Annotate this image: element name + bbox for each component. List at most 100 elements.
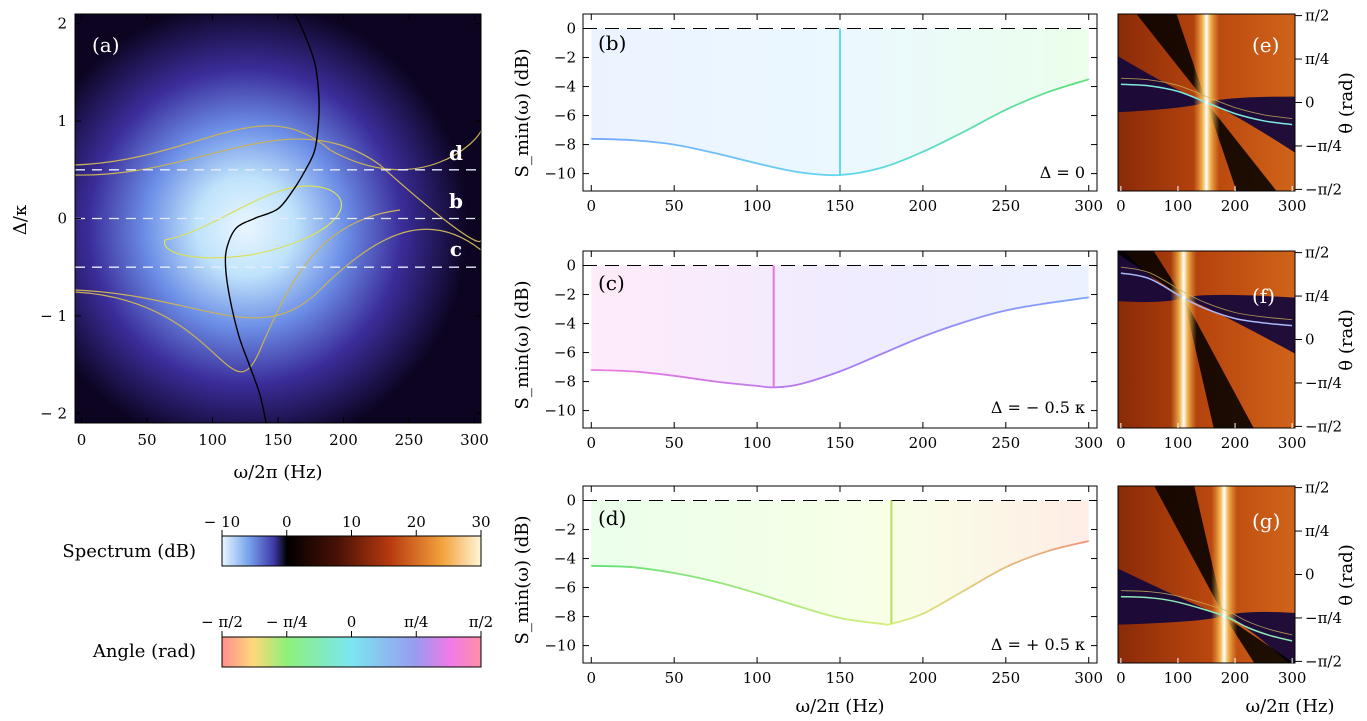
spectrum-colorbar-tick-label: 30 [471, 513, 490, 531]
panel-d-data-point [798, 606, 800, 608]
panel-b-line-chart: 0 50 100 150 200 250 3000−2−4−6−8−10 (b) Δ = 0… [512, 14, 1103, 215]
panel-d-xtick-label: 0 [587, 669, 597, 687]
panel-d-annotation: Δ = + 0.5 κ [991, 635, 1085, 654]
panel-b-data-point [963, 131, 965, 133]
panel-a-xtick-label: 100 [198, 431, 227, 449]
panel-e-label: (e) [1252, 33, 1279, 57]
panel-f-xtick-label: 200 [1221, 434, 1250, 452]
panel-b-ytick-label: 0 [566, 20, 576, 38]
panel-f-crossing-point [1182, 296, 1186, 300]
panel-b-ytick-label: −8 [554, 136, 576, 154]
panel-d-data-point [715, 581, 717, 583]
panel-g-ylabel: θ (rad) [1336, 544, 1357, 605]
panel-f-xtick-label: 300 [1278, 434, 1307, 452]
panel-c-data-point [1005, 310, 1007, 312]
panel-c-ytick-label: −2 [554, 286, 576, 304]
panel-f-label: (f) [1252, 284, 1275, 308]
panel-g-theta-tick-label: −π/2 [1305, 652, 1342, 670]
panel-c-data-point [798, 384, 800, 386]
panel-a-ytick-label: − 1 [40, 307, 67, 325]
panel-f-xtick-label: 0 [1116, 434, 1126, 452]
panel-e-theta-tick-label: −π/2 [1305, 180, 1342, 198]
spectrum-colorbar-tick-label: − 10 [204, 513, 240, 531]
panel-a-ytick-label: 1 [57, 112, 67, 130]
panel-g-xtick-label: 0 [1116, 669, 1126, 687]
panel-b-xtick-label: 300 [1074, 197, 1103, 215]
panel-e-xtick-label: 200 [1221, 197, 1250, 215]
panel-c-ytick-label: 0 [566, 257, 576, 275]
panel-d-ylabel: S_min(ω) (dB) [512, 516, 533, 645]
panel-b-ylabel: S_min(ω) (dB) [512, 49, 533, 178]
panel-c-data-point [963, 321, 965, 323]
panel-e-crossing-point [1205, 101, 1209, 105]
panel-c-area [591, 266, 1088, 388]
panel-c-data-point [1046, 302, 1048, 304]
angle-colorbar-label: Angle (rad) [92, 641, 196, 662]
panel-c-xtick-label: 250 [991, 434, 1020, 452]
panel-a-xtick-label: 50 [137, 431, 156, 449]
panel-d-data-point [839, 617, 841, 619]
panel-d-ytick-label: −10 [544, 637, 576, 655]
panel-b-ytick-label: −10 [544, 165, 576, 183]
panel-f-theta-tick-label: −π/4 [1305, 374, 1342, 392]
panel-c-xtick-label: 150 [826, 434, 855, 452]
panel-f-ylabel: θ (rad) [1336, 309, 1357, 370]
panel-c-data-point [881, 353, 883, 355]
panel-b-xtick-label: 250 [991, 197, 1020, 215]
panel-f-theta-tick-label: π/2 [1305, 244, 1329, 262]
panel-d-xtick-label: 250 [991, 669, 1020, 687]
panel-e-theta-tick-label: π/4 [1305, 50, 1329, 68]
panel-c-data-point [773, 386, 775, 388]
panel-g-theta-tick-label: π/4 [1305, 522, 1329, 540]
angle-colorbar-tick-label: − π/4 [266, 613, 308, 631]
panel-f-theta-tick-label: 0 [1305, 331, 1315, 349]
panel-b-data-point [632, 139, 634, 141]
panel-d-xtick-label: 150 [826, 669, 855, 687]
panel-b-data-point [1088, 78, 1090, 80]
panel-a-ylabel: Δ/κ [10, 204, 31, 235]
panel-b-data-point [1046, 91, 1048, 93]
panel-d-data-point [1046, 550, 1048, 552]
panel-e-xtick-label: 100 [1164, 197, 1193, 215]
panel-a-label: (a) [92, 33, 120, 57]
panel-b-xtick-label: 100 [743, 197, 772, 215]
panel-b-data-point [715, 152, 717, 154]
panel-e-theta-tick-label: π/2 [1305, 7, 1329, 25]
panel-b-ytick-label: −4 [554, 78, 576, 96]
panel-c-xtick-label: 50 [665, 434, 684, 452]
panel-d-xtick-label: 100 [743, 669, 772, 687]
panel-c-data-point [590, 369, 592, 371]
panel-e-theta-tick-label: 0 [1305, 94, 1315, 112]
panel-d-ytick-label: −2 [554, 521, 576, 539]
panel-c-data-point [922, 336, 924, 338]
panel-g-bright-band [1211, 486, 1237, 663]
panel-c-ylabel: S_min(ω) (dB) [512, 281, 533, 410]
panel-g-theta-tick-label: −π/4 [1305, 609, 1342, 627]
panel-d-ytick-label: 0 [566, 492, 576, 510]
panel-b-xtick-label: 200 [909, 197, 938, 215]
spectrum-colorbar-label: Spectrum (dB) [62, 541, 196, 562]
panel-f-bright-band [1171, 251, 1197, 428]
cut-label-b: b [449, 189, 463, 213]
panel-d-ytick-label: −8 [554, 608, 576, 626]
panel-a-xtick-label: 150 [264, 431, 293, 449]
panel-a-xtick-label: 200 [329, 431, 358, 449]
panel-c-data-point [839, 371, 841, 373]
panel-b-data-point [881, 167, 883, 169]
panel-d-data-point [673, 572, 675, 574]
colorbars: Spectrum (dB) − 10 0 10 20 30 Angle (rad) − … [62, 513, 493, 667]
panel-c-xtick-label: 200 [909, 434, 938, 452]
panel-b-label: (b) [598, 31, 626, 55]
panel-e-ylabel: θ (rad) [1336, 72, 1357, 133]
panel-a-xlabel: ω/2π (Hz) [234, 462, 323, 483]
panel-d-xtick-label: 200 [909, 669, 938, 687]
panel-g-heatmap: 0 100 200 300 π/2 π/4 0 −π/4 −π/2 (g) θ (rad) ω/… [1116, 479, 1357, 717]
panel-a-ytick-label: 2 [57, 15, 67, 33]
panel-d-data-point [881, 623, 883, 625]
panel-c-xtick-label: 100 [743, 434, 772, 452]
panel-b-xtick-label: 50 [665, 197, 684, 215]
panel-b-xtick-label: 150 [826, 197, 855, 215]
panel-c-ytick-label: −6 [554, 344, 576, 362]
panel-a-xtick-label: 250 [395, 431, 424, 449]
panel-d-data-point [1088, 540, 1090, 542]
